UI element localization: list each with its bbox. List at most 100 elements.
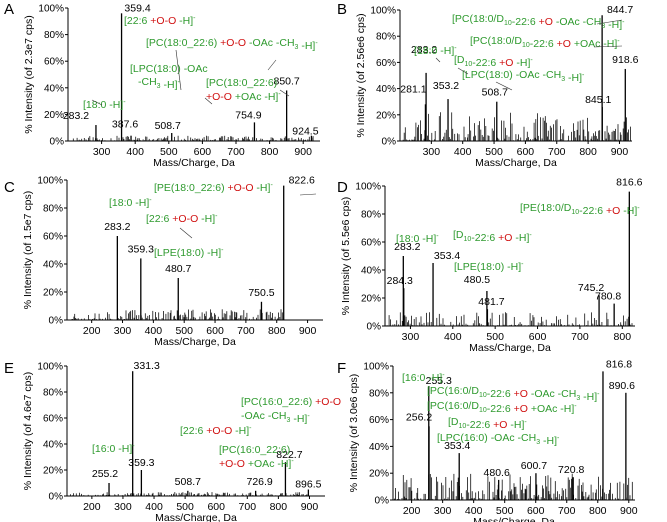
annotation-part: -H] xyxy=(232,425,249,437)
x-tick-label: 300 xyxy=(402,331,420,343)
annotation-part: +OAc -H] xyxy=(245,458,291,470)
leader-line xyxy=(299,193,317,196)
annotation-part: +OAc -H] xyxy=(571,38,617,50)
y-tick-label: 80% xyxy=(361,210,381,221)
peak-label: 481.7 xyxy=(478,296,504,308)
x-axis-label: Mass/Charge, Da xyxy=(155,512,237,522)
y-tick-label: 60% xyxy=(43,414,63,425)
annotation-part: [PC(16:0/D xyxy=(427,385,479,397)
peak-label: 281.1 xyxy=(400,83,426,95)
annotation-part: [18:0 -H] xyxy=(109,197,149,209)
annotation-part: +OAc -H] xyxy=(232,91,278,103)
annotation-part: - xyxy=(249,425,252,432)
x-tick-label: 800 xyxy=(589,505,607,517)
x-tick-label: 800 xyxy=(579,146,597,158)
peak-label: 331.3 xyxy=(134,360,160,372)
annotation-part: - xyxy=(597,391,600,398)
peak-label: 353.2 xyxy=(433,80,459,92)
annotation-part: - xyxy=(637,205,640,212)
x-tick-label: 400 xyxy=(145,501,163,513)
annotation-part: - xyxy=(442,372,445,379)
annotation-part: -H] xyxy=(290,413,307,425)
annotation-part: [PC(18:0_22:6) xyxy=(146,37,220,49)
annotation-part: [PC(16:0/D xyxy=(427,400,479,412)
peak-annotation: -OAc -CH3 -H]- xyxy=(241,410,310,425)
panel-letter: B xyxy=(337,1,347,18)
annotation-part: +O xyxy=(514,403,528,415)
annotation-part: -22:6 xyxy=(530,38,557,50)
annotation-part: [22:6 xyxy=(180,425,206,437)
annotation-part: 10 xyxy=(465,61,473,68)
x-tick-label: 400 xyxy=(465,505,483,517)
y-tick-label: 40% xyxy=(369,442,389,453)
annotation-part: +O xyxy=(539,16,553,28)
annotation-part: [18:0 -H] xyxy=(414,45,454,57)
panel-c: C 283.2 359.3 480.7 750.5 822.6 0% 20% 40% 60% 80%… xyxy=(4,175,323,348)
x-tick-label: 700 xyxy=(227,146,245,158)
peak-annotation: [PC(16:0/D10-22:6 +O +OAc -H]- xyxy=(427,400,577,415)
x-tick-label: 700 xyxy=(239,501,257,513)
peak-label: 508.7 xyxy=(482,87,508,99)
x-tick-label: 600 xyxy=(527,505,545,517)
peak-label: 255.2 xyxy=(92,468,118,480)
y-tick-label: 40% xyxy=(43,260,63,271)
peak-label: 720.8 xyxy=(558,464,584,476)
x-axis-label: Mass/Charge, Da xyxy=(153,157,235,169)
y-axis-label: % Intensity (of 4.6e7 cps) xyxy=(22,372,34,490)
annotation-part: 10 xyxy=(464,236,472,243)
panel-letter: D xyxy=(337,179,348,196)
peak-label: 508.7 xyxy=(175,476,201,488)
y-axis-label: % Intensity (of 1.5e7 cps) xyxy=(22,191,34,309)
peak-annotation: [18:0 -H]- xyxy=(396,233,439,245)
annotation-part: +O-O xyxy=(172,213,198,225)
annotation-part: -OAc -CH xyxy=(528,388,576,400)
y-tick-label: 20% xyxy=(369,469,389,480)
y-tick-label: 20% xyxy=(43,466,63,477)
annotation-part: 3 xyxy=(536,439,540,446)
x-tick-label: 600 xyxy=(194,146,212,158)
peak-annotation: [LPE(18:0) -H]- xyxy=(154,247,224,259)
leader-line xyxy=(279,89,290,97)
peak-annotation: [18:0 -H]- xyxy=(414,45,457,57)
annotation-part: - xyxy=(149,197,152,204)
peak-label: 750.5 xyxy=(248,287,274,299)
annotation-part: +O xyxy=(499,57,513,69)
leader-line xyxy=(175,49,182,91)
peak-annotation: -CH3 -H]- xyxy=(138,76,181,91)
y-tick-label: 100% xyxy=(355,182,381,193)
x-tick-label: 500 xyxy=(175,325,193,337)
y-tick-label: 80% xyxy=(376,32,396,43)
peak-label: 480.7 xyxy=(165,263,191,275)
panel-letter: A xyxy=(4,1,14,18)
annotation-part: -H] xyxy=(620,205,637,217)
annotation-part: -H] xyxy=(605,19,622,31)
y-tick-label: 0% xyxy=(382,137,397,148)
annotation-part: 3 xyxy=(601,23,605,30)
y-tick-label: 60% xyxy=(361,238,381,249)
x-tick-label: 700 xyxy=(548,146,566,158)
annotation-part: +O-O xyxy=(315,396,341,408)
annotation-part: -22:6 xyxy=(579,205,606,217)
annotation-part: - xyxy=(193,15,196,22)
annotation-part: [PC(16:0_22:6) xyxy=(219,444,290,456)
peak-label: 816.8 xyxy=(606,358,632,370)
annotation-part: [LPC(16:0) -OAc -CH xyxy=(437,432,536,444)
panel-b: B 281.1 283.2 353.2 508.7 844.7 845.1 918.6 0% 20… xyxy=(337,1,639,169)
x-tick-label: 800 xyxy=(614,331,632,343)
peak-label: 256.2 xyxy=(406,411,432,423)
x-tick-label: 700 xyxy=(237,325,255,337)
annotation-part: [PE(18:0_22:6) xyxy=(154,182,228,194)
y-tick-label: 40% xyxy=(376,84,396,95)
x-tick-label: 900 xyxy=(620,505,638,517)
peak-annotation: [22:6 +O-O -H]- xyxy=(124,15,196,27)
annotation-part: 3 xyxy=(295,44,299,51)
annotation-part: [PC(18:0/D xyxy=(470,35,522,47)
annotation-part: - xyxy=(221,247,224,254)
annotation-part: -H] xyxy=(580,391,597,403)
y-tick-label: 0% xyxy=(367,322,382,333)
leader-line xyxy=(596,19,623,25)
annotation-part: 3 xyxy=(576,395,580,402)
peak-label: 890.6 xyxy=(609,380,635,392)
peak-annotation: [LPC(18:0) -OAc xyxy=(130,63,208,75)
annotation-part: -22:6 xyxy=(512,16,539,28)
